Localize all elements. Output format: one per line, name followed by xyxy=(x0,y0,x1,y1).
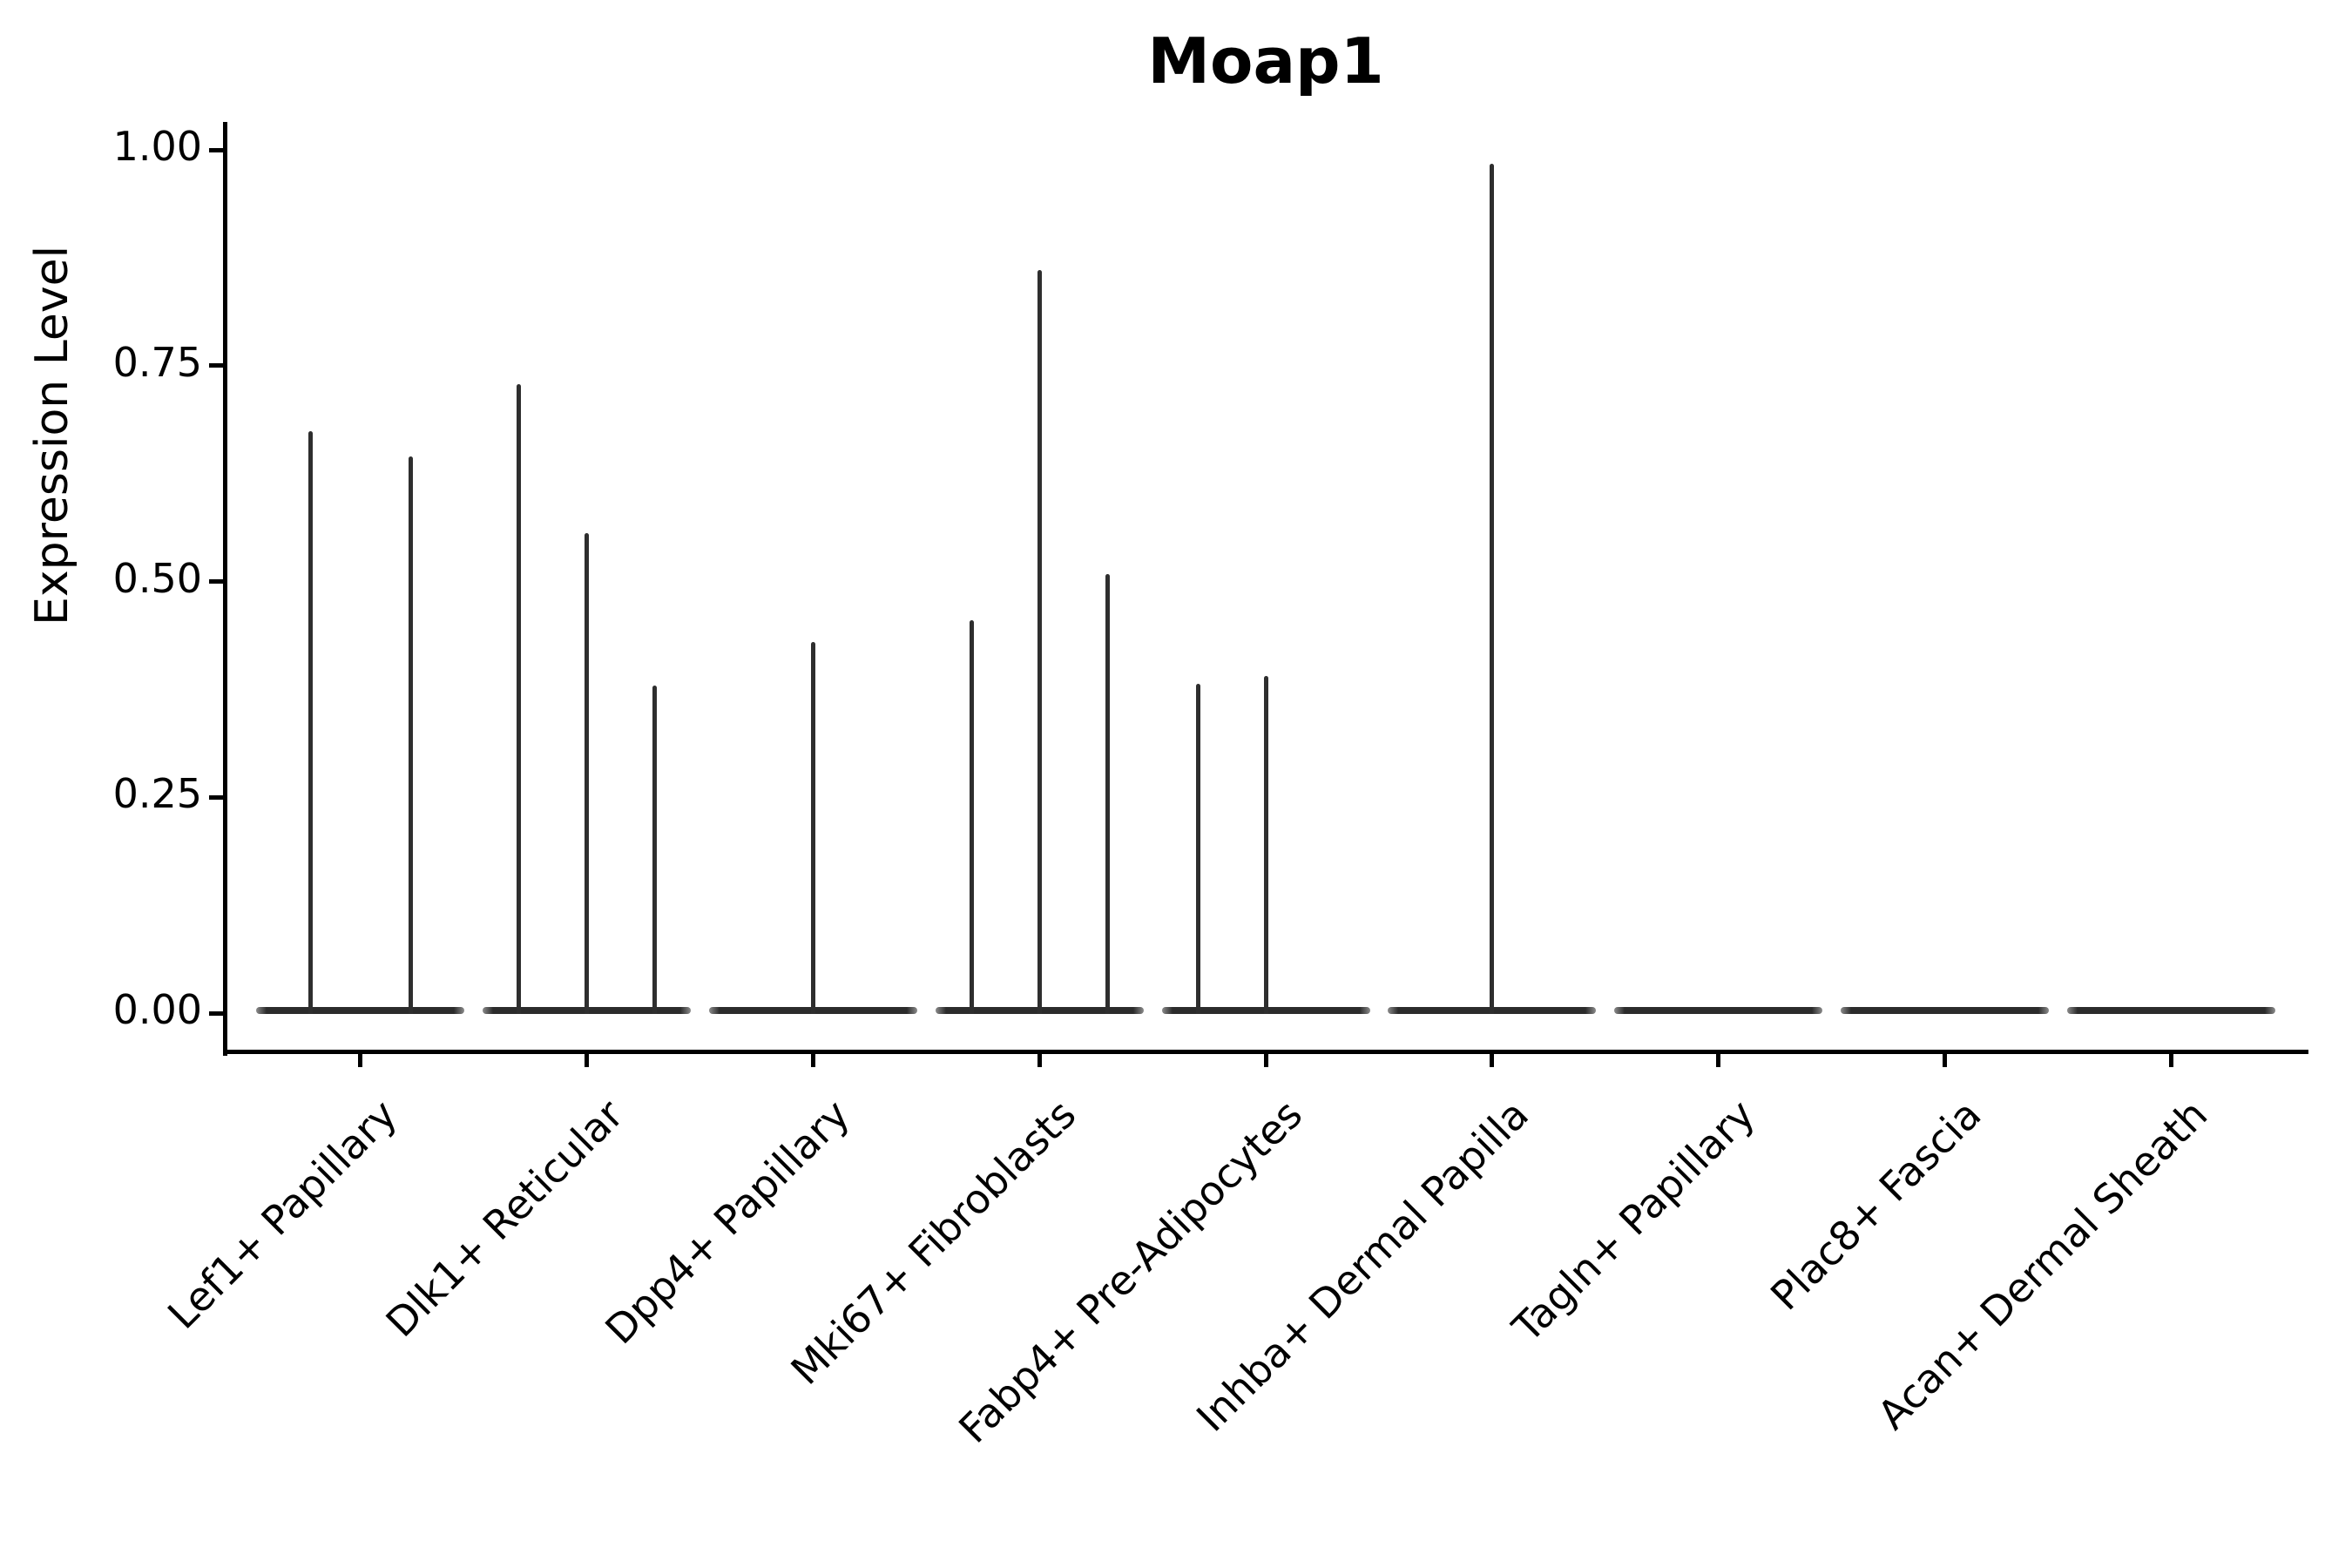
violin-spike xyxy=(652,686,658,1014)
y-axis-tick xyxy=(209,147,225,152)
violin-baseline xyxy=(1840,1007,2049,1014)
violin-spike xyxy=(1195,684,1200,1014)
violin-spike xyxy=(1037,269,1042,1014)
x-axis-tick xyxy=(1037,1051,1042,1067)
y-axis-tick xyxy=(209,579,225,584)
y-axis-tick xyxy=(209,794,225,800)
x-axis-tick xyxy=(810,1051,815,1067)
y-axis-line xyxy=(223,122,227,1056)
violin-spike xyxy=(517,383,522,1014)
y-tick-label: 0.75 xyxy=(112,338,202,386)
x-axis-tick xyxy=(2168,1051,2173,1067)
plot-title: Moap1 xyxy=(1147,24,1384,98)
violin-spike xyxy=(585,533,590,1014)
x-axis-tick xyxy=(358,1051,363,1067)
violin-spike xyxy=(1490,163,1495,1014)
y-tick-label: 0.00 xyxy=(112,986,202,1033)
y-tick-label: 0.50 xyxy=(112,554,202,602)
violin-baseline xyxy=(1614,1007,1823,1014)
x-axis-tick xyxy=(1716,1051,1721,1067)
y-tick-label: 1.00 xyxy=(112,123,202,170)
violin-spike xyxy=(1105,573,1110,1014)
violin-baseline xyxy=(256,1007,465,1014)
violin-spike xyxy=(969,620,974,1014)
violin-spike xyxy=(1263,675,1268,1014)
x-axis-tick xyxy=(1263,1051,1268,1067)
x-axis-tick xyxy=(1942,1051,1947,1067)
violin-spike xyxy=(810,641,815,1014)
violin-spike xyxy=(308,431,314,1014)
y-tick-label: 0.25 xyxy=(112,770,202,818)
violin-spike xyxy=(408,456,413,1014)
violin-baseline xyxy=(2066,1007,2275,1014)
y-axis-tick xyxy=(209,1010,225,1016)
x-tick-label: Dlk1+ Reticular xyxy=(376,1091,632,1347)
y-axis-tick xyxy=(209,363,225,368)
x-axis-tick xyxy=(585,1051,590,1067)
x-axis-tick xyxy=(1490,1051,1495,1067)
